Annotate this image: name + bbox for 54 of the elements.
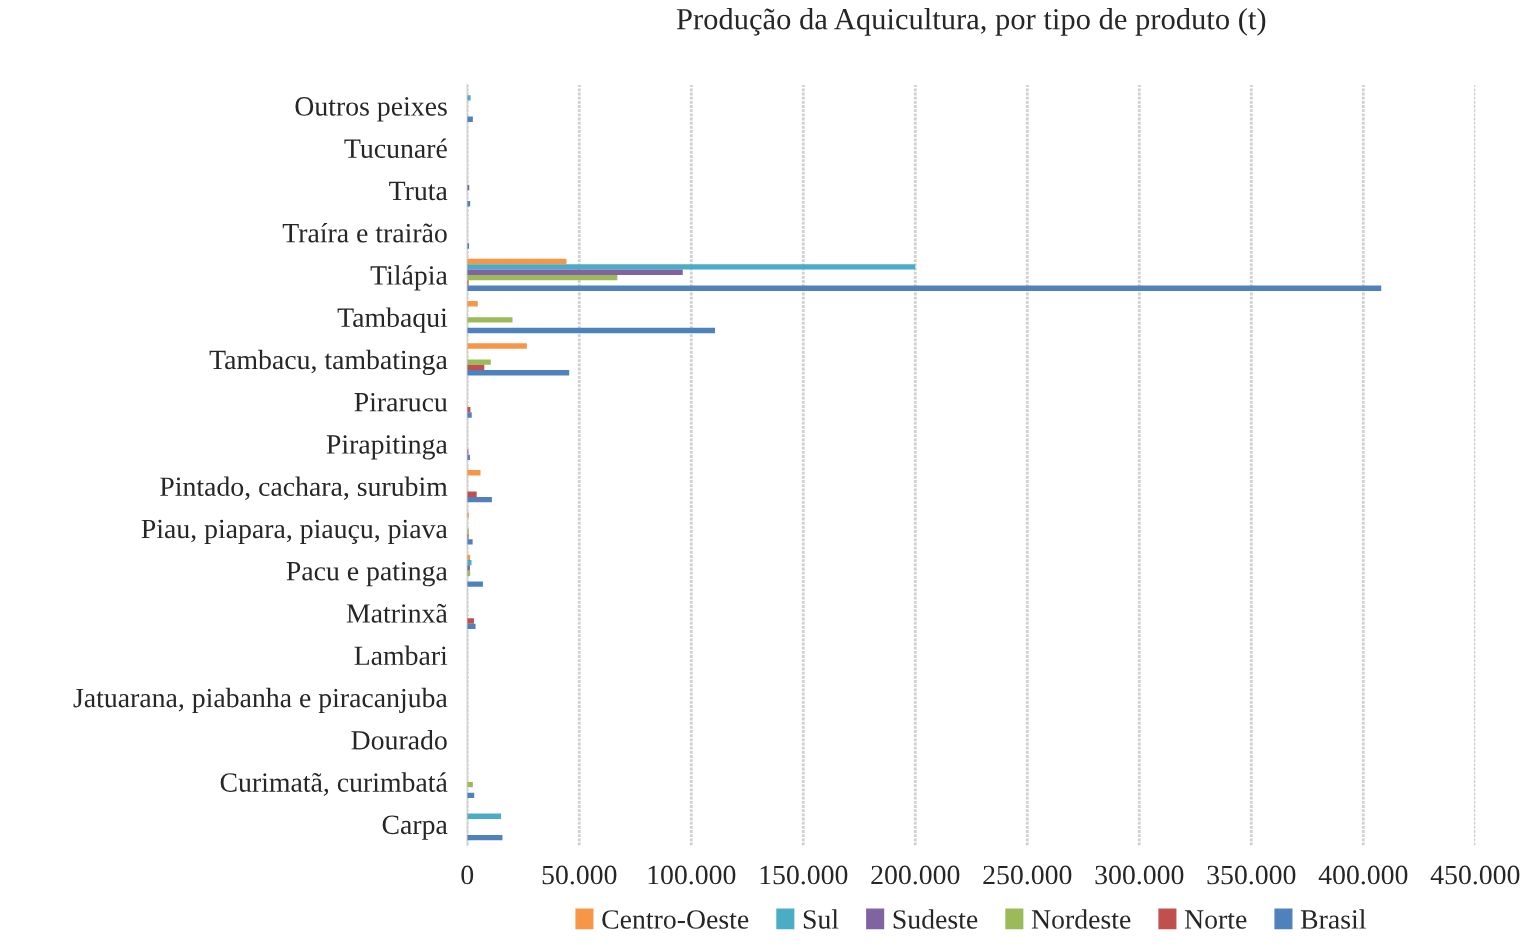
legend-label: Centro-Oeste	[602, 910, 749, 929]
legend-label: Norte	[1184, 910, 1247, 929]
legend-label: Nordeste	[1031, 909, 1131, 929]
y-tick-label: Tambacu, tambatinga	[209, 349, 448, 376]
y-tick-label: Jatuarana, piabanha e piracanjuba	[73, 687, 448, 714]
y-tick-label: Curimatã, curimbatá	[220, 772, 448, 796]
bar	[467, 813, 502, 819]
bar	[467, 359, 491, 365]
bar	[467, 623, 476, 630]
y-tick-label: Piau, piapara, piauçu, piava	[141, 519, 448, 544]
y-tick-label: Traíra e trairão	[282, 222, 447, 243]
bar	[467, 370, 570, 376]
y-tick-label: Tilápia	[370, 265, 448, 291]
bar	[467, 412, 472, 418]
bar	[467, 285, 1382, 291]
y-tick-label: Pacu e patinga	[286, 561, 448, 587]
bar	[467, 258, 567, 265]
bar	[467, 264, 916, 270]
x-tick-label: 50.000	[542, 865, 617, 885]
x-tick-label: 100.000	[648, 865, 736, 885]
x-tick-label: 350.000	[1207, 865, 1296, 885]
legend-label: Sul	[803, 909, 839, 929]
y-tick-label: Dourado	[351, 730, 447, 750]
y-tick-label: Pirapitinga	[326, 435, 448, 460]
x-tick-label: 200.000	[871, 865, 960, 885]
y-tick-label: Tambaqui	[337, 307, 448, 333]
x-tick-label: 150.000	[760, 865, 848, 885]
bar	[467, 274, 618, 281]
x-tick-label: 250.000	[983, 865, 1072, 885]
legend-label: Sudeste	[893, 909, 978, 929]
bar	[467, 269, 683, 275]
y-tick-label: Matrinxã	[346, 603, 448, 623]
bar	[467, 317, 513, 323]
bar	[467, 491, 477, 497]
y-tick-label: Pintado, cachara, surubim	[160, 476, 448, 501]
bar	[467, 834, 503, 841]
bar	[467, 327, 716, 334]
y-tick-label: Carpa	[382, 815, 448, 840]
bar	[467, 496, 492, 503]
x-tick-label: 300.000	[1095, 865, 1184, 885]
bar	[467, 95, 471, 101]
x-tick-label: 450.000	[1430, 865, 1520, 885]
x-tick-label: 0	[461, 865, 474, 885]
chart-title: Produção da Aquicultura, por tipo de produto (t)	[676, 7, 1266, 36]
y-tick-label: Lambari	[354, 645, 448, 666]
x-tick-label: 400.000	[1318, 865, 1408, 885]
y-tick-label: Outros peixes	[295, 97, 447, 122]
bar	[467, 343, 527, 349]
bar	[467, 581, 483, 587]
y-tick-label: Truta	[389, 181, 448, 201]
bar	[467, 618, 474, 624]
y-tick-label: Pirarucu	[354, 392, 448, 412]
legend-label: Brasil	[1300, 909, 1366, 929]
y-tick-label: Tucunaré	[344, 138, 447, 159]
